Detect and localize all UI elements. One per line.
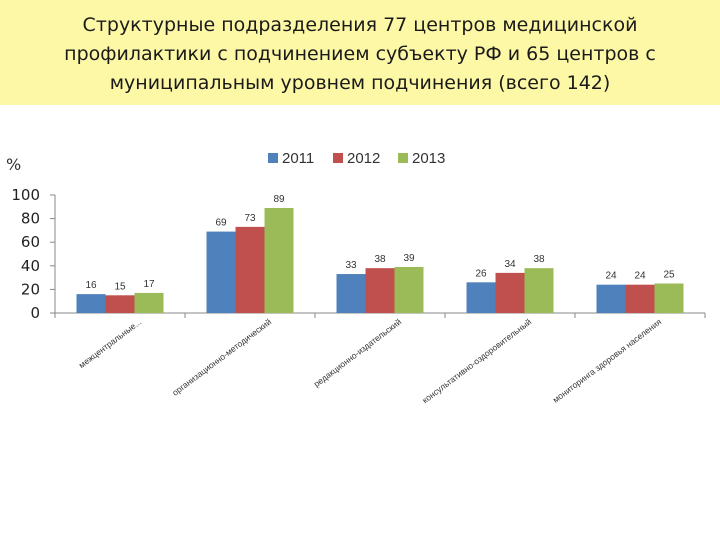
x-ticks [54,313,706,318]
bar-2011-1 [76,294,106,313]
data-label: 16 [85,280,97,291]
category-label: консультативно-оздоровительный [420,316,533,405]
bar-2011-2 [206,231,236,313]
y-tick-label: 20 [21,280,40,298]
category-label: межцентральные... [77,317,143,371]
data-label: 38 [533,254,545,265]
bar-2012-4 [495,272,525,313]
unit-label: % [6,155,21,174]
legend-swatch [398,153,408,163]
legend-swatch [333,153,343,163]
data-label: 24 [605,271,617,282]
y-tick-label: 80 [21,210,40,228]
category-label: организационно-методический [170,316,273,397]
y-axis: 0 20 40 60 80 100 [11,186,56,322]
bar-2012-5 [625,284,655,313]
data-label: 89 [273,194,285,205]
legend-swatch [268,153,278,163]
bar-2013-3 [394,266,424,313]
data-label: 73 [244,213,256,224]
y-tick-label: 60 [21,233,40,251]
bar-2012-1 [105,295,135,313]
bars [76,207,684,313]
data-label: 34 [504,259,516,270]
data-label: 26 [475,268,487,279]
bar-2012-3 [365,268,395,313]
bar-2011-3 [336,274,366,313]
data-label: 17 [143,279,155,290]
data-label: 33 [345,260,357,271]
x-axis [54,312,706,318]
y-tick-label: 0 [30,304,40,322]
bar-2011-4 [466,282,496,313]
data-label: 39 [403,253,415,264]
category-label: мониторинга здоровья населения [551,316,664,404]
bar-2013-5 [654,283,684,313]
y-tick-label: 100 [11,186,40,204]
data-label: 25 [663,270,675,281]
y-tick-label: 40 [21,257,40,275]
legend-label: 2013 [412,150,445,167]
bar-chart: 0 20 40 60 80 100 16 15 17 69 73 89 33 38 39 26 34 38 24 2… [6,150,706,405]
data-label: 24 [634,271,646,282]
title-band: Структурные подразделения 77 центров мед… [0,0,720,105]
category-label: редакционно-издательский [312,316,404,389]
page-title: Структурные подразделения 77 центров мед… [64,13,656,94]
legend-label: 2012 [347,150,380,167]
bar-2013-4 [524,268,554,313]
data-labels: 16 15 17 69 73 89 33 38 39 26 34 38 24 24 25 [85,194,675,292]
bar-2012-2 [235,226,265,313]
legend: 2011 2012 2013 [268,150,445,167]
y-ticks: 0 20 40 60 80 100 [11,186,55,322]
data-label: 69 [215,218,227,229]
bar-2011-5 [596,284,626,313]
legend-label: 2011 [282,150,314,167]
bar-2013-2 [264,207,294,313]
data-label: 38 [374,254,386,265]
category-labels: межцентральные... организационно-методиче… [77,316,664,405]
data-label: 15 [114,281,126,292]
bar-2013-1 [134,292,164,313]
